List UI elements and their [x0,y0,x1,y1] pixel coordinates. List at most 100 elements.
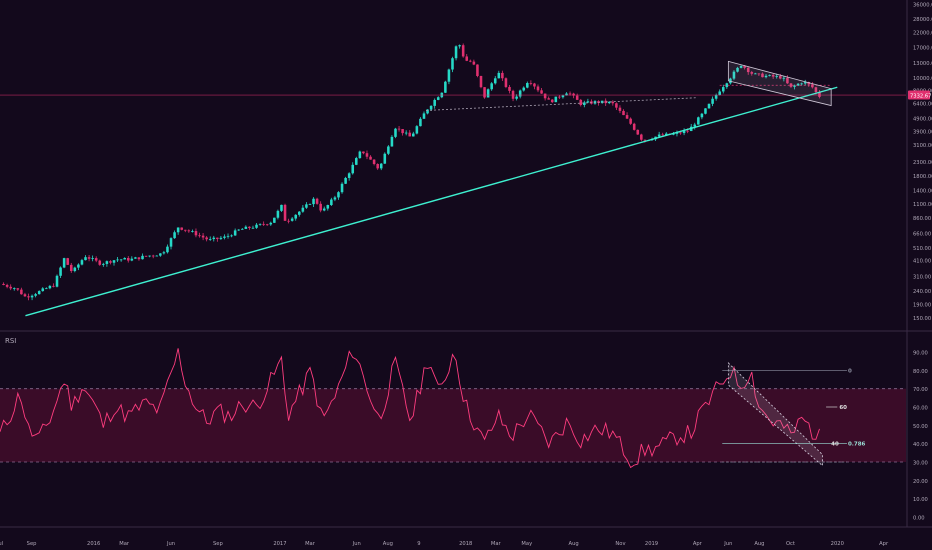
candle-body [159,253,162,256]
rsi-title: RSI [5,337,16,345]
candle-body [176,227,180,233]
rsi-tick-label: 10.00 [913,497,928,503]
candle-body [778,75,782,79]
candle-body [814,87,818,92]
candle-body [216,237,219,239]
candle-body [743,65,746,68]
candle-body [230,235,233,237]
price-tick-label: 1400.00 [913,188,932,194]
candle-body [447,69,451,82]
rsi-band-fill [0,388,906,462]
candle-body [408,132,412,137]
price-tick-label: 2300.00 [913,160,932,166]
candle-body [376,163,379,169]
time-tick-label: Oct [786,541,795,547]
candle-body [280,204,283,211]
candle-body [643,139,647,141]
candle-body [807,82,811,85]
candle-body [383,153,387,164]
candle-body [223,236,226,238]
price-tick-label: 1100.00 [913,202,932,208]
time-tick-label: May [521,541,532,547]
candle-body [754,73,757,75]
candle-body [369,156,372,160]
candle-body [290,218,294,221]
candle-body [308,204,312,205]
candle-body [276,210,280,218]
candle-body [486,89,490,98]
candle-body [226,235,230,237]
candle-body [198,235,201,237]
candle-body [693,124,697,127]
candle-body [155,255,159,257]
candle-body [298,211,301,215]
candle-body [84,257,87,261]
candle-body [761,73,764,78]
candle-body [818,91,821,97]
candle-body [109,261,112,263]
time-tick-label: Sep [27,541,37,547]
candle-body [540,90,543,94]
candle-body [714,95,718,99]
price-tick-label: 22000.00 [913,31,932,37]
candle-body [255,224,258,228]
price-tick-label: 36000.00 [913,3,932,9]
candle-body [112,260,116,263]
candle-body [704,108,707,114]
candle-body [483,87,486,98]
candle-body [579,99,583,106]
candle-body [625,115,629,119]
candle-body [547,98,550,100]
candle-body [504,78,508,87]
candle-body [736,67,739,72]
candle-body [330,199,333,206]
candle-body [611,101,615,104]
rsi-pane: RSI 60 40 0.786 0 [0,337,866,469]
rsi-wedge [727,362,823,467]
candle-body [137,257,141,260]
candle-body [793,85,796,87]
candle-body [166,246,169,253]
candle-body [365,153,369,157]
candle-body [347,173,351,178]
candle-body [515,96,518,99]
candle-body [87,257,91,259]
candle-body [12,288,16,290]
candle-body [219,237,223,239]
time-tick-label: 2016 [87,541,100,547]
candle-body [636,129,640,135]
candle-body [41,288,45,292]
candle-body [419,118,422,127]
rsi-tick-label: 80.00 [913,369,928,375]
candle-body [355,158,358,165]
candle-body [675,132,679,134]
candle-body [586,101,590,103]
candle-body [333,197,337,200]
candle-body [27,296,30,298]
rsi-tick-label: 90.00 [913,351,928,357]
candle-body [640,134,643,140]
candle-body [401,129,404,134]
candle-body [130,258,134,261]
candle-body [750,72,754,74]
candle-body [422,113,426,119]
price-tick-label: 190.00 [913,303,931,309]
candle-body [451,58,454,70]
time-tick-label: Apr [693,541,703,547]
candle-body [433,99,436,106]
candle-body [493,78,497,84]
price-tick-label: 3900.00 [913,130,932,136]
rsi-tick-label: 60.00 [913,406,928,412]
candle-body [529,83,533,84]
candle-body [469,60,472,62]
candle-body [394,128,397,137]
candle-body [169,238,173,247]
time-tick-label: Aug [383,541,393,547]
candle-body [319,203,322,211]
candle-body [661,134,664,136]
candle-body [764,75,768,78]
price-tick-label: 6400.00 [913,101,932,107]
support-trendline [25,86,838,317]
candle-body [91,258,94,259]
candle-body [533,83,536,87]
